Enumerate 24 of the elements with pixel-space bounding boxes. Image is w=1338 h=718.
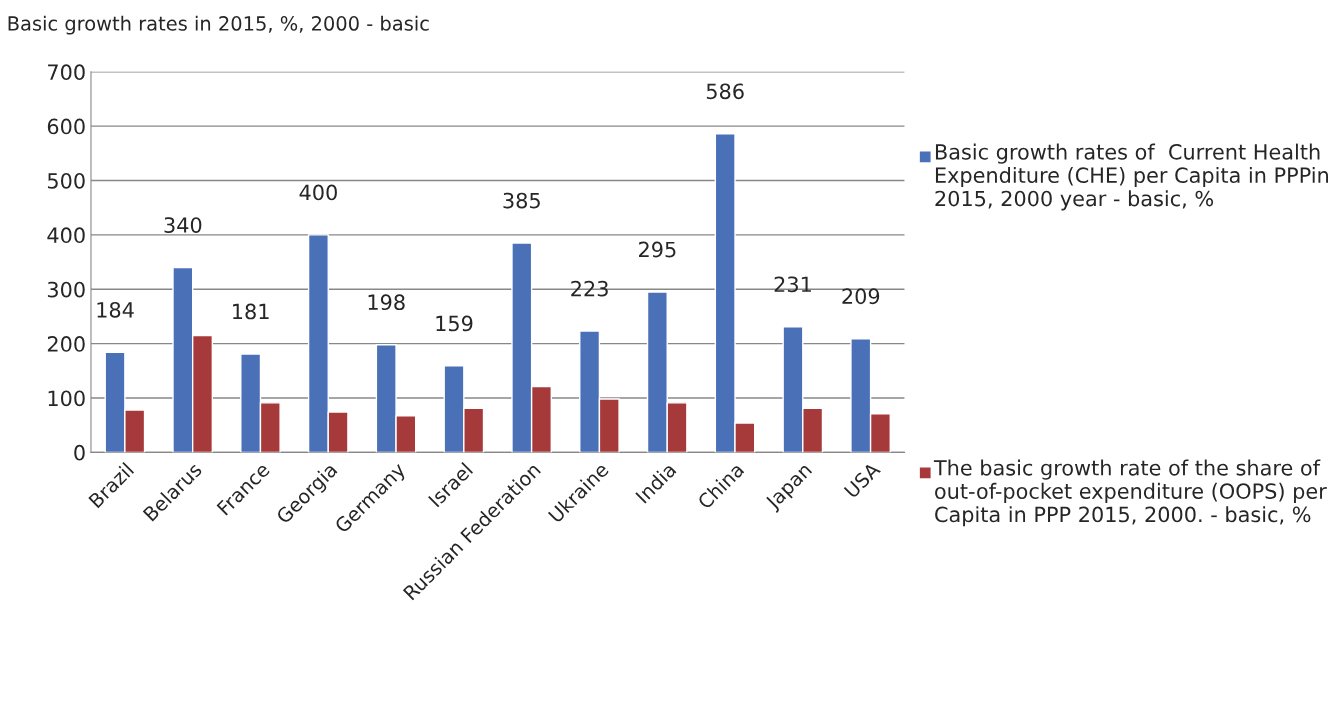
data-label: 586 bbox=[706, 83, 744, 100]
data-label: 340 bbox=[164, 217, 202, 233]
y-tick-label: 0 bbox=[74, 444, 85, 461]
y-tick-label: 600 bbox=[47, 118, 85, 135]
data-label: 209 bbox=[842, 288, 880, 305]
chart-title: Basic growth rates in 2015, %, 2000 - basic bbox=[8, 15, 429, 35]
data-label: 400 bbox=[299, 184, 337, 201]
y-tick-label: 400 bbox=[47, 227, 85, 244]
legend-label: The basic growth rate of the share of out-of-pocket expenditure (OOPS) per Capita in PPP 2015, 2000. - basic, % bbox=[933, 459, 1327, 527]
data-label: 385 bbox=[503, 192, 540, 209]
data-label: 198 bbox=[368, 294, 405, 311]
data-label: 184 bbox=[97, 301, 134, 318]
data-label: 223 bbox=[571, 280, 608, 297]
data-label: 181 bbox=[233, 303, 269, 320]
y-tick-label: 500 bbox=[47, 172, 85, 189]
data-label: 159 bbox=[436, 315, 473, 332]
y-tick-label: 300 bbox=[47, 281, 85, 298]
data-label: 295 bbox=[639, 241, 676, 258]
y-tick-label: 100 bbox=[48, 390, 85, 407]
legend-label: Basic growth rates of Current Health Expenditure (CHE) per Capita in PPPin 2015, 2000 year - basic, % bbox=[935, 143, 1329, 211]
data-label: 231 bbox=[774, 276, 811, 293]
x-tick-label: USA bbox=[843, 461, 882, 499]
y-tick-label: 700 bbox=[48, 64, 85, 81]
y-tick-label: 200 bbox=[47, 336, 85, 352]
